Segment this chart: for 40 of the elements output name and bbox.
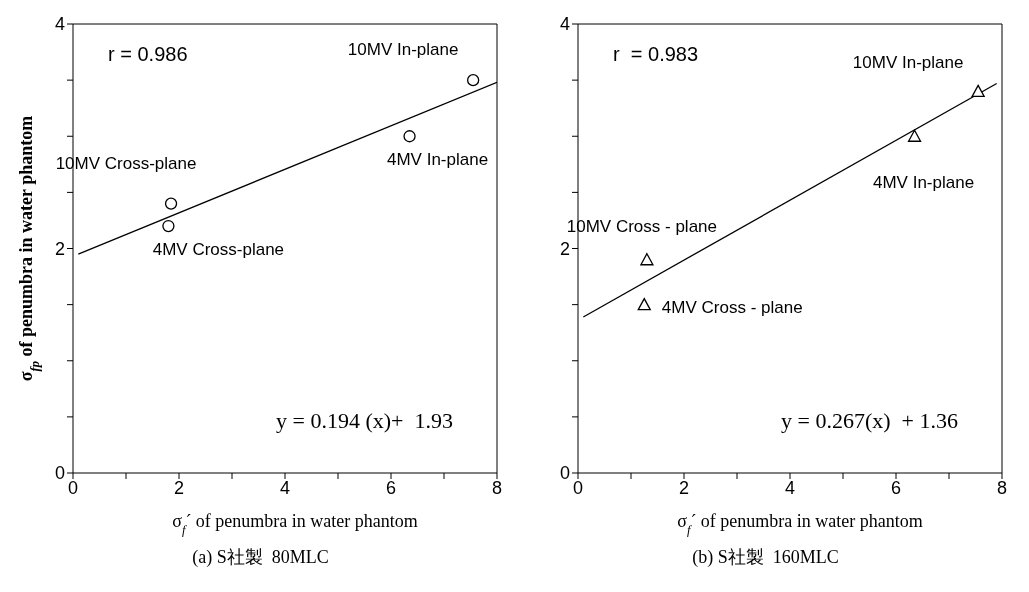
point: [640, 253, 654, 266]
annotation: r = 0.986: [108, 43, 188, 66]
annotation: y = 0.194 (x)+ 1.93: [276, 408, 453, 434]
annotation: 10MV Cross - plane: [566, 216, 718, 236]
annotation: 10MV In-plane: [852, 53, 964, 73]
point: [403, 130, 416, 143]
annotation: 4MV Cross - plane: [661, 297, 803, 317]
text: (a) S社製 80MLC: [191, 546, 330, 569]
x-axis-title: σ$_{f}$´ of penumbra in water phantom: [172, 511, 418, 537]
x-tick-label: 6: [890, 477, 902, 498]
point: [164, 197, 178, 210]
y-tick-label: 2: [559, 238, 570, 259]
annotation: 10MV Cross-plane: [55, 153, 197, 173]
x-tick-label: 8: [996, 477, 1008, 498]
annotation: 4MV In-plane: [386, 150, 489, 170]
x-tick-label: 2: [678, 477, 690, 498]
x-axis-title: σ$_{f}$´ of penumbra in water phantom: [677, 511, 923, 537]
point: [907, 129, 922, 142]
x-tick-label: 0: [572, 477, 584, 498]
annotation: r = 0.983: [613, 43, 699, 66]
y-tick-label: 2: [54, 238, 65, 259]
point: [971, 84, 985, 97]
x-tick-label: 6: [385, 477, 397, 498]
point: [637, 297, 651, 311]
point: [467, 73, 480, 87]
y-tick-label: 4: [559, 14, 570, 35]
x-tick-label: 4: [279, 477, 291, 498]
annotation: 4MV Cross-plane: [152, 240, 285, 260]
y-tick-label: 0: [559, 463, 570, 484]
y-tick-label: 4: [54, 14, 65, 35]
annotation: y = 0.267(x) + 1.36: [781, 408, 958, 434]
annotation: 4MV In-plane: [872, 173, 975, 193]
x-tick-label: 4: [784, 477, 796, 498]
annotation: 10MV In-plane: [347, 40, 459, 60]
y-tick-label: 0: [54, 463, 65, 484]
x-tick-label: 0: [67, 477, 79, 498]
point: [162, 219, 175, 233]
text: (b) S社製 160MLC: [691, 546, 840, 569]
x-tick-label: 8: [491, 477, 503, 498]
x-tick-label: 2: [173, 477, 185, 498]
